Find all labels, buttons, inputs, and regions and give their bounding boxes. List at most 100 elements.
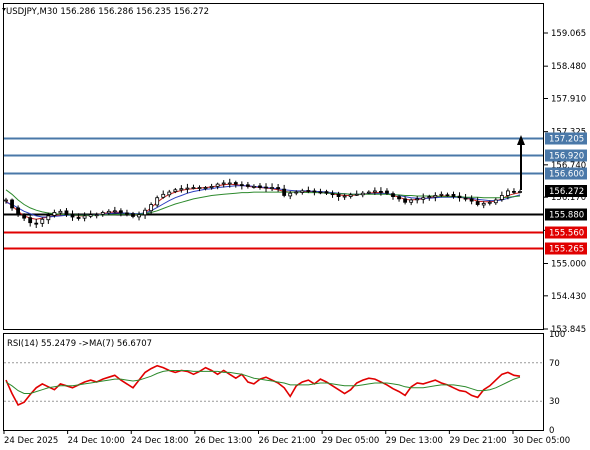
price-tick-label: 153.845 bbox=[551, 325, 586, 335]
current-price-label: 156.272 bbox=[545, 185, 587, 197]
candle-body bbox=[88, 214, 93, 217]
level-label: 155.265 bbox=[549, 245, 584, 255]
horizontal-levels[interactable] bbox=[4, 137, 543, 250]
level-label: 155.560 bbox=[549, 229, 584, 239]
candle-body bbox=[306, 190, 311, 192]
candle-body bbox=[4, 199, 8, 202]
level-label-bg bbox=[545, 149, 587, 162]
candle-body bbox=[499, 195, 504, 200]
candle-body bbox=[415, 198, 420, 201]
candle-body bbox=[282, 188, 287, 196]
time-tick-label: 30 Dec 05:00 bbox=[513, 436, 570, 446]
level-price-labels: 157.205 156.920 156.600 155.880 155.560 155.2… bbox=[545, 132, 587, 255]
candle-body bbox=[366, 191, 371, 194]
candle-body bbox=[82, 215, 87, 219]
candle-body bbox=[227, 182, 232, 185]
candle-body bbox=[34, 222, 39, 225]
candle-body bbox=[100, 212, 105, 215]
candle-body bbox=[258, 185, 262, 188]
price-tick-label: 155.000 bbox=[551, 260, 586, 270]
level-label: 157.205 bbox=[549, 135, 584, 145]
candle-body bbox=[421, 197, 426, 200]
candle-body bbox=[300, 190, 305, 193]
rsi-lines bbox=[5, 364, 521, 407]
price-pane[interactable] bbox=[3, 3, 544, 330]
candle-body bbox=[173, 189, 178, 193]
rsi-line bbox=[5, 364, 521, 407]
candle-body bbox=[463, 197, 468, 200]
rsi-axis: 100 70 30 0 bbox=[549, 330, 565, 436]
candle-body bbox=[76, 217, 81, 219]
candle-body bbox=[270, 187, 274, 189]
candle-body bbox=[40, 218, 45, 224]
candle-body bbox=[360, 192, 365, 196]
time-tick-label: 24 Dec 18:00 bbox=[131, 436, 188, 446]
time-tick-label: 24 Dec 2025 bbox=[4, 436, 58, 446]
chart-header: USDJPY,M30 156.286 156.286 156.235 156.2… bbox=[6, 7, 209, 17]
candle-body bbox=[10, 199, 14, 209]
candle-body bbox=[58, 210, 63, 214]
candle-body bbox=[294, 191, 299, 194]
candle-body bbox=[106, 210, 111, 214]
candle-body bbox=[324, 191, 329, 194]
candle-body bbox=[481, 202, 486, 206]
candle-body bbox=[252, 185, 256, 188]
rsi-tick-label: 70 bbox=[549, 359, 560, 369]
candle-body bbox=[28, 217, 33, 224]
candle-body bbox=[155, 197, 160, 206]
price-tick-label: 157.910 bbox=[551, 94, 586, 104]
candle-body bbox=[276, 187, 281, 190]
candle-body bbox=[125, 212, 129, 215]
time-tick-label: 29 Dec 13:00 bbox=[386, 436, 443, 446]
candle-body bbox=[70, 213, 75, 218]
candle-body bbox=[215, 183, 220, 187]
rsi-levels bbox=[4, 362, 543, 402]
header-dropdown-icon[interactable] bbox=[2, 8, 6, 11]
candle-body bbox=[245, 184, 250, 187]
time-tick-label: 29 Dec 05:00 bbox=[322, 436, 379, 446]
candle-body bbox=[167, 191, 172, 196]
level-label-bg bbox=[545, 226, 587, 239]
candle-body bbox=[493, 199, 498, 204]
candle-body bbox=[512, 190, 516, 193]
candle-body bbox=[379, 190, 383, 193]
candle-body bbox=[312, 190, 317, 193]
level-label-bg bbox=[545, 132, 587, 145]
candle-body bbox=[94, 214, 99, 217]
candle-body bbox=[185, 187, 190, 190]
candle-body bbox=[469, 198, 474, 202]
candles bbox=[4, 178, 522, 229]
time-tick-label: 26 Dec 21:00 bbox=[259, 436, 316, 446]
candle-body bbox=[348, 194, 353, 197]
candle-body bbox=[433, 195, 438, 198]
candle-body bbox=[372, 190, 377, 193]
candle-body bbox=[149, 204, 154, 212]
candle-body bbox=[179, 188, 184, 191]
candle-body bbox=[439, 193, 444, 196]
level-label: 156.600 bbox=[549, 170, 584, 180]
candle-body bbox=[427, 196, 432, 198]
candle-body bbox=[391, 193, 395, 197]
candle-body bbox=[239, 184, 244, 186]
candle-body bbox=[221, 182, 226, 185]
current-price-text: 156.272 bbox=[549, 187, 584, 197]
candle-body bbox=[403, 198, 408, 203]
candle-body bbox=[518, 191, 522, 193]
level-label: 156.920 bbox=[549, 152, 584, 162]
up-arrow-projection[interactable] bbox=[517, 135, 525, 190]
level-label-bg bbox=[545, 208, 587, 221]
rsi-header: RSI(14) 55.2479 ->MA(7) 56.6707 bbox=[7, 339, 152, 349]
candle-body bbox=[203, 187, 208, 189]
candle-body bbox=[330, 193, 335, 196]
candle-body bbox=[233, 182, 238, 185]
candle-body bbox=[342, 195, 347, 198]
candle-body bbox=[46, 215, 51, 221]
candle-body bbox=[506, 190, 510, 196]
candle-body bbox=[52, 212, 57, 216]
candle-body bbox=[16, 207, 20, 216]
candle-body bbox=[445, 194, 450, 197]
candle-body bbox=[409, 199, 414, 203]
rsi-pane[interactable] bbox=[3, 333, 544, 431]
candle-body bbox=[457, 195, 462, 199]
